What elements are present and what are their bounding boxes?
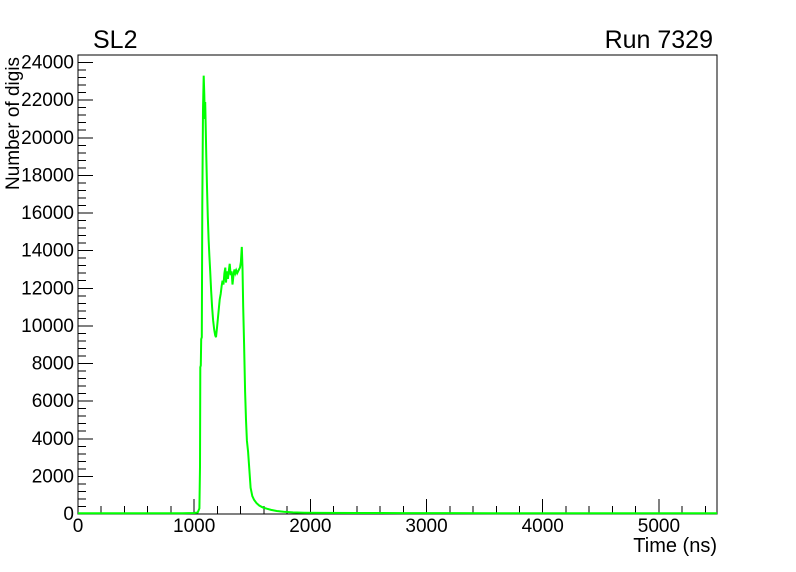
run-number-label: Run 7329: [604, 26, 713, 54]
y-tick-label: 4000: [32, 429, 74, 450]
x-tick-label: 3000: [405, 516, 447, 537]
x-tick-label: 2000: [289, 516, 331, 537]
x-tick-label: 0: [73, 516, 84, 537]
y-tick-label: 12000: [21, 278, 74, 299]
plot-frame: [77, 54, 718, 515]
y-tick-label: 20000: [21, 128, 74, 149]
x-tick-label: 4000: [522, 516, 564, 537]
y-tick-label: 10000: [21, 316, 74, 337]
y-tick-label: 6000: [32, 391, 74, 412]
x-tick-label: 5000: [638, 516, 680, 537]
y-tick-label: 16000: [21, 203, 74, 224]
timebox-line: [78, 75, 717, 515]
y-tick-label: 18000: [21, 165, 74, 186]
y-tick-label: 2000: [32, 466, 74, 487]
x-axis-title: Time (ns): [633, 535, 717, 557]
plot-title: SL2: [93, 26, 138, 54]
y-tick-label: 14000: [21, 241, 74, 262]
y-tick-label: 8000: [32, 354, 74, 375]
y-tick-label: 24000: [21, 53, 74, 74]
x-tick-label: 1000: [173, 516, 215, 537]
y-axis-title: Number of digis: [3, 56, 24, 190]
y-tick-label: 0: [63, 504, 74, 525]
y-tick-label: 22000: [21, 90, 74, 111]
